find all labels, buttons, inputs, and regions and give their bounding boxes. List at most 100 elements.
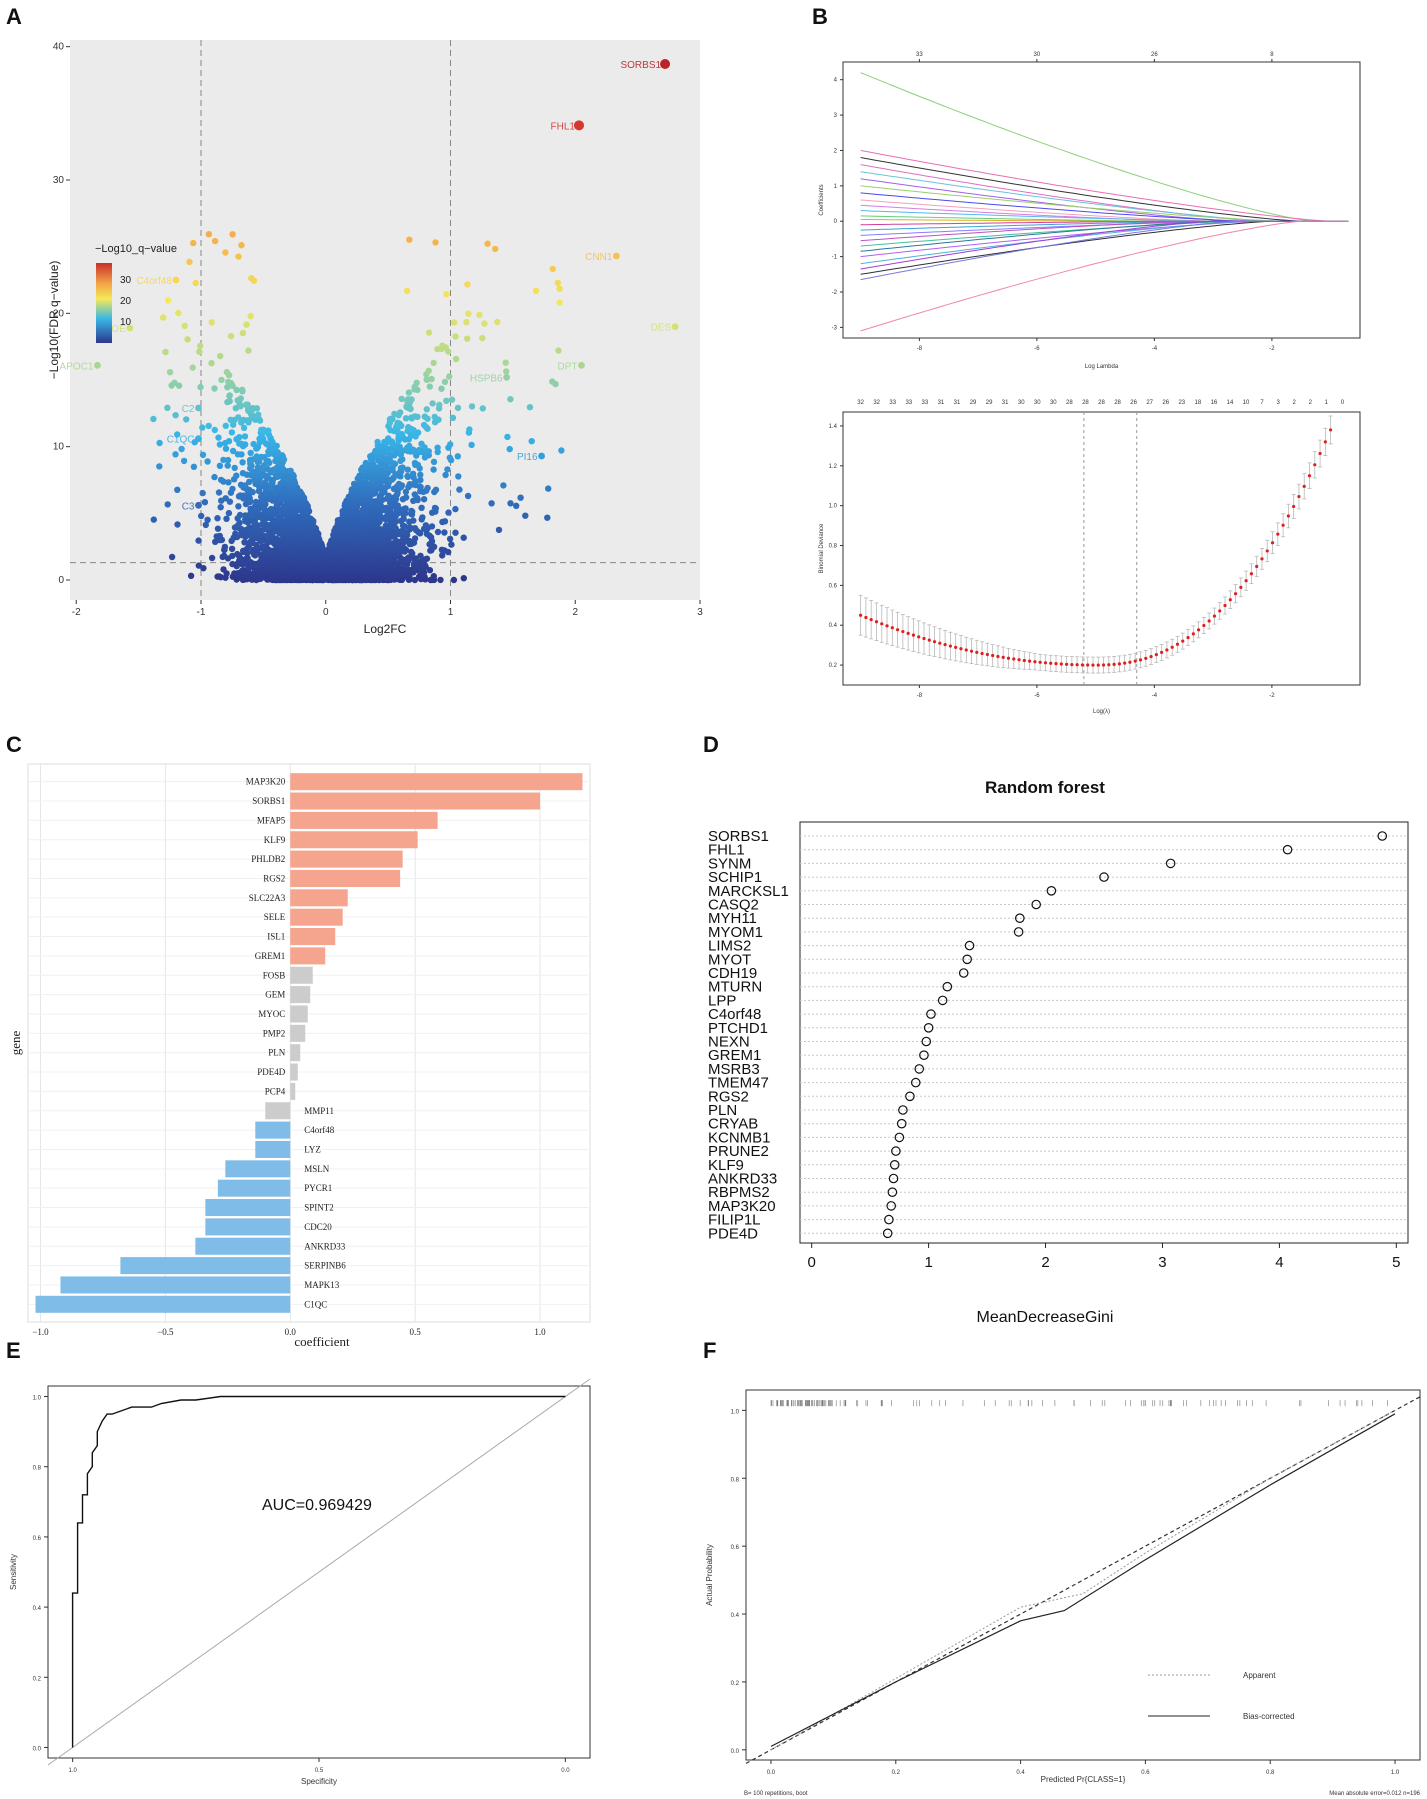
gene-point: [214, 515, 221, 522]
gene-point: [503, 368, 510, 375]
gene-point: [225, 378, 232, 386]
gene-point: [218, 376, 225, 384]
gene-point: [504, 433, 511, 441]
gene-point: [168, 553, 176, 561]
gene-point: [211, 385, 218, 392]
gene-point: [240, 424, 248, 432]
gene-point: [502, 359, 509, 366]
gene-label: SPINT2: [304, 1203, 334, 1213]
gene-point: [205, 231, 213, 238]
gene-point: [402, 494, 410, 501]
cv-point: [1218, 609, 1222, 613]
labeled-gene-point: [195, 501, 202, 509]
top-count-label: 26: [1130, 400, 1137, 406]
gene-point: [287, 467, 294, 474]
gene-label: PDE4D: [257, 1067, 286, 1077]
gene-label: PLN: [268, 1048, 286, 1058]
coefficient-path: [860, 220, 1349, 281]
coefficient-bar: [120, 1257, 291, 1275]
y-tick-label: 1.4: [829, 424, 838, 430]
gene-point: [526, 404, 534, 411]
coefficient-bar: [225, 1160, 291, 1178]
gene-point: [224, 462, 231, 469]
gene-point: [398, 431, 406, 438]
cv-point: [906, 631, 910, 635]
gene-point: [204, 458, 211, 465]
gene-point: [224, 384, 231, 391]
gene-point: [406, 524, 414, 531]
gene-point: [239, 459, 246, 466]
top-count-label: 33: [889, 400, 896, 406]
cv-point: [1128, 660, 1132, 664]
cv-point: [1302, 484, 1306, 488]
top-tick-label: 26: [1151, 52, 1158, 58]
y-tick-label: 3: [834, 113, 838, 119]
coefficient-bar: [290, 1063, 298, 1081]
top-count-label: 32: [857, 400, 864, 406]
top-count-label: 1: [1325, 400, 1329, 406]
gene-point: [254, 464, 262, 471]
gene-point: [214, 525, 222, 532]
top-count-label: 30: [1034, 400, 1041, 406]
x-tick-label: -2: [1269, 693, 1275, 699]
coefficient-bar: [290, 773, 583, 791]
gene-point: [195, 562, 202, 569]
gene-point: [442, 471, 449, 479]
cv-point: [1181, 639, 1185, 643]
gene-point: [448, 396, 456, 403]
gene-point: [229, 485, 236, 493]
coefficient-bar: [255, 1121, 291, 1139]
cv-point: [1207, 619, 1211, 623]
gene-point: [409, 470, 417, 477]
feature-label: SYNM: [708, 855, 751, 872]
x-tick-label: −0.5: [157, 1327, 174, 1337]
gene-point: [452, 333, 459, 340]
cv-point: [1138, 658, 1143, 662]
gene-point: [420, 496, 428, 503]
gene-point: [417, 552, 424, 559]
gene-point: [215, 489, 223, 496]
gene-label: PCP4: [265, 1086, 286, 1096]
cv-point: [1265, 549, 1269, 553]
gene-point: [220, 552, 228, 559]
gene-point: [236, 511, 244, 519]
top-count-label: 29: [970, 400, 977, 406]
cv-point: [1054, 662, 1058, 666]
gene-point: [441, 529, 448, 536]
gene-point: [432, 486, 440, 493]
y-tick-label: 0.6: [829, 583, 838, 589]
cv-point: [911, 633, 916, 637]
gene-point: [180, 457, 188, 465]
cv-point: [991, 653, 995, 658]
gene-point: [171, 379, 178, 386]
gene-label: GREM1: [255, 951, 286, 961]
x-tick-label: -1: [197, 607, 206, 618]
y-tick-label: 0.2: [829, 663, 838, 669]
gene-point: [394, 419, 401, 426]
cv-point: [1049, 661, 1053, 665]
gene-point: [222, 422, 229, 429]
coefficient-path: [860, 220, 1349, 236]
coefficient-path: [860, 157, 1349, 222]
gene-label: PYCR1: [304, 1183, 332, 1193]
cv-point: [1244, 579, 1248, 583]
gene-point: [446, 373, 453, 380]
gene-point: [448, 541, 455, 548]
gene-point: [233, 472, 240, 479]
y-tick-label: -1: [832, 255, 838, 261]
gene-point: [150, 516, 157, 523]
coefficient-bar: [60, 1276, 291, 1294]
cv-point: [1228, 598, 1232, 602]
gene-point: [199, 451, 207, 458]
coefficient-bar: [195, 1237, 291, 1255]
labeled-gene-point: [671, 323, 679, 331]
gene-point: [199, 489, 206, 497]
top-count-label: 31: [954, 400, 961, 406]
coefficient-bar: [290, 1044, 301, 1062]
gene-point: [507, 500, 514, 507]
gene-point: [454, 404, 462, 412]
gene-point: [500, 482, 507, 489]
y-tick-label: 0: [834, 219, 838, 225]
gene-point: [211, 473, 218, 481]
